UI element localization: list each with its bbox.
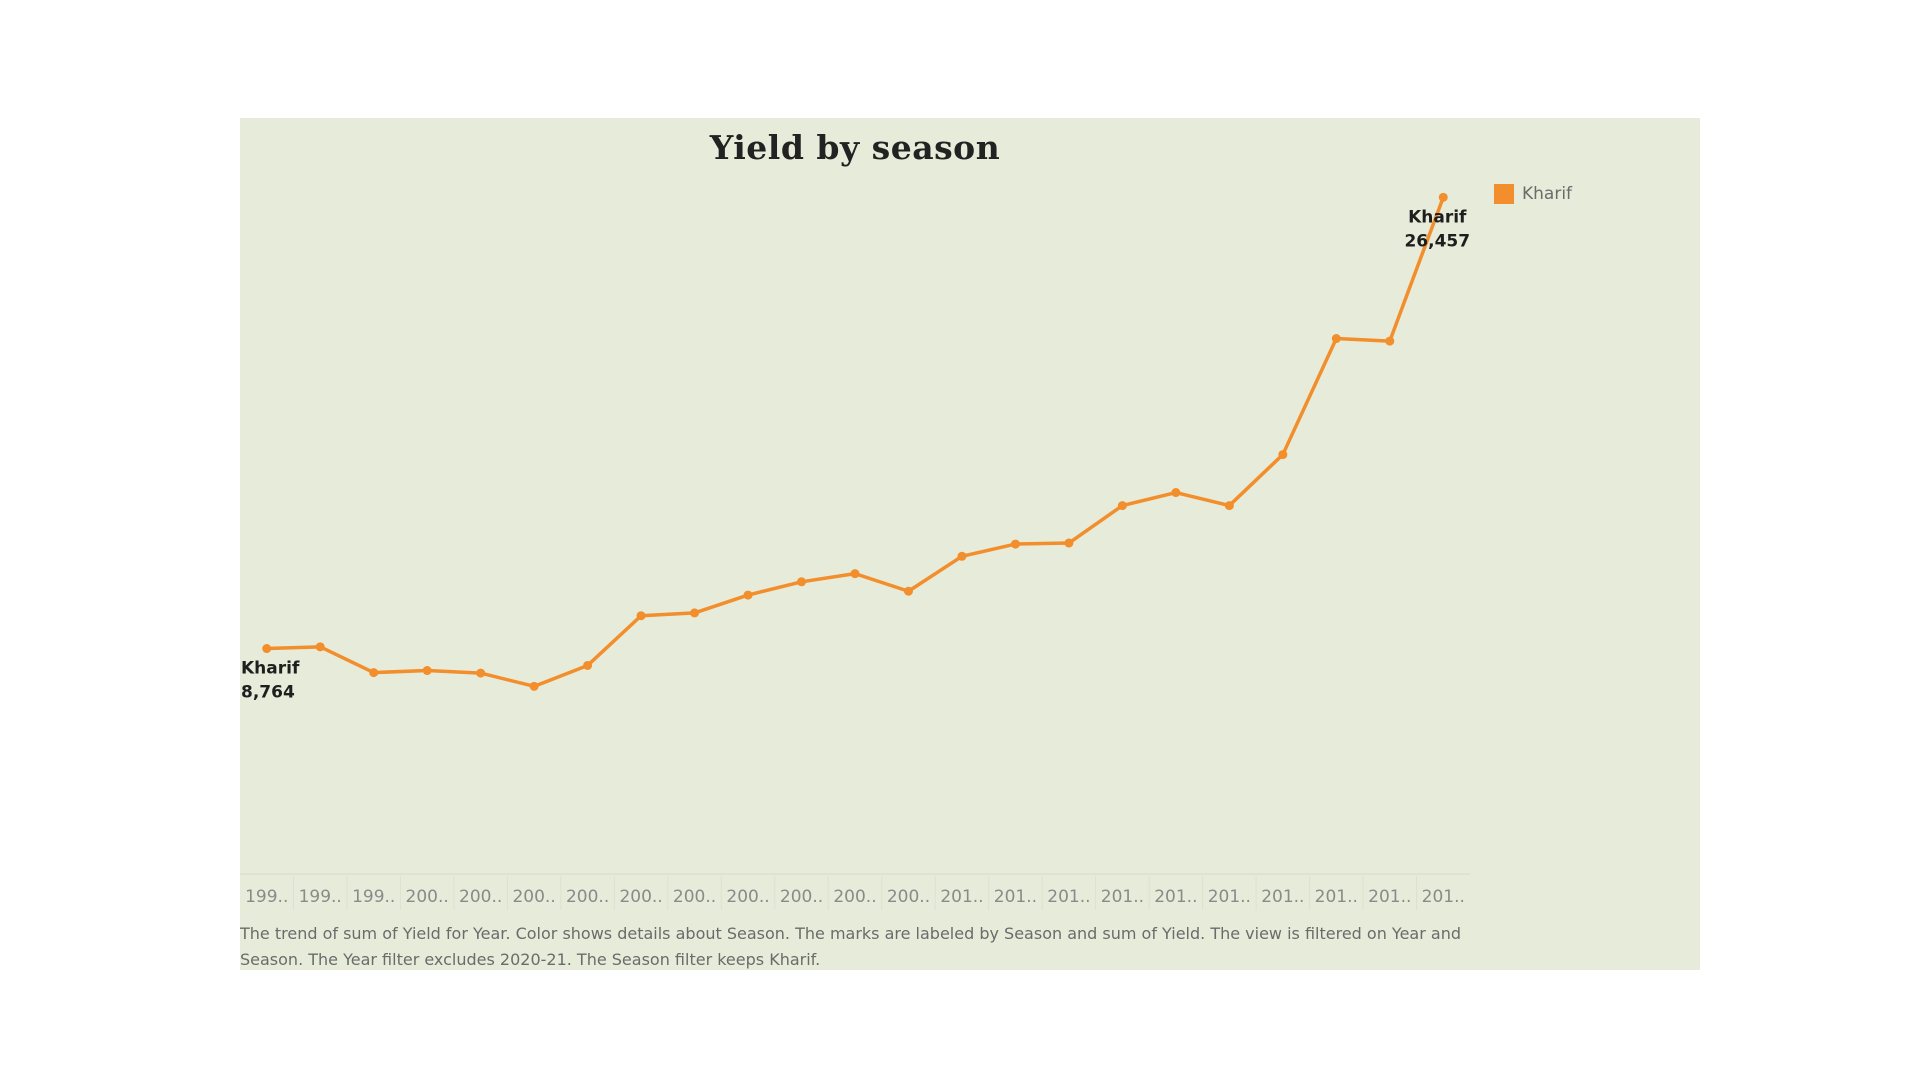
data-point[interactable] — [903, 586, 913, 596]
x-tick-label: 200.. — [406, 887, 449, 907]
data-point[interactable] — [957, 551, 967, 561]
data-point[interactable] — [529, 681, 539, 691]
x-tick-label: 201.. — [1368, 887, 1411, 907]
series-line-kharif — [266, 196, 1445, 689]
x-tick-label: 199.. — [245, 887, 288, 907]
series-kharif — [262, 192, 1448, 691]
x-tick-label: 200.. — [459, 887, 502, 907]
data-point[interactable] — [583, 660, 593, 670]
data-point[interactable] — [797, 577, 807, 587]
x-tick-label: 201.. — [1261, 887, 1304, 907]
data-point[interactable] — [422, 666, 432, 676]
x-tick-label: 201.. — [940, 887, 983, 907]
x-tick-label: 200.. — [512, 887, 555, 907]
data-point[interactable] — [1010, 539, 1020, 549]
data-point[interactable] — [1117, 501, 1127, 511]
chart-title: Yield by season — [709, 128, 1001, 167]
x-tick-label: 200.. — [619, 887, 662, 907]
x-tick-label: 200.. — [833, 887, 876, 907]
x-tick-label: 199.. — [352, 887, 395, 907]
data-point[interactable] — [1171, 488, 1181, 498]
x-tick-label: 200.. — [673, 887, 716, 907]
data-point[interactable] — [1064, 538, 1074, 548]
legend-label-kharif: Kharif — [1522, 184, 1573, 204]
data-point[interactable] — [1385, 336, 1395, 346]
chart-panel: 199.. 199.. 199.. 200.. 200.. 200.. 200.. 200..… — [240, 118, 1700, 970]
legend-swatch-kharif — [1494, 184, 1514, 204]
x-tick-label: 201.. — [1047, 887, 1090, 907]
legend[interactable]: Kharif — [1494, 184, 1572, 204]
x-tick-label: 200.. — [887, 887, 930, 907]
data-point[interactable] — [369, 668, 379, 678]
x-tick-label: 201.. — [1154, 887, 1197, 907]
data-point[interactable] — [476, 668, 486, 678]
data-point[interactable] — [1331, 334, 1341, 344]
data-point[interactable] — [850, 569, 860, 579]
x-tick-label: 201.. — [1315, 887, 1358, 907]
data-point[interactable] — [1224, 501, 1234, 511]
data-point[interactable] — [262, 644, 272, 654]
data-labels: Kharif 8,764 Kharif 26,457 — [241, 207, 1470, 702]
x-tick-label: 199.. — [299, 887, 342, 907]
data-point[interactable] — [743, 590, 753, 600]
chart-caption: The trend of sum of Yield for Year. Colo… — [240, 924, 1461, 969]
data-label-series: Kharif — [1408, 207, 1467, 227]
data-label-series: Kharif — [241, 659, 300, 679]
data-point[interactable] — [636, 611, 646, 621]
x-tick-label: 200.. — [726, 887, 769, 907]
x-tick-label: 200.. — [566, 887, 609, 907]
x-tick-label: 201.. — [1422, 887, 1465, 907]
data-point[interactable] — [1278, 450, 1288, 460]
line-chart: 199.. 199.. 199.. 200.. 200.. 200.. 200.. 200..… — [240, 192, 1470, 910]
x-tick-label: 201.. — [994, 887, 1037, 907]
data-point[interactable] — [315, 642, 325, 652]
x-tick-label: 201.. — [1101, 887, 1144, 907]
data-point[interactable] — [690, 608, 700, 618]
data-label-value: 26,457 — [1404, 231, 1470, 251]
data-label-value: 8,764 — [241, 683, 295, 703]
x-axis-tick-labels: 199.. 199.. 199.. 200.. 200.. 200.. 200.. 200..… — [245, 876, 1465, 910]
x-tick-label: 201.. — [1208, 887, 1251, 907]
x-tick-label: 200.. — [780, 887, 823, 907]
data-point[interactable] — [1438, 192, 1448, 202]
